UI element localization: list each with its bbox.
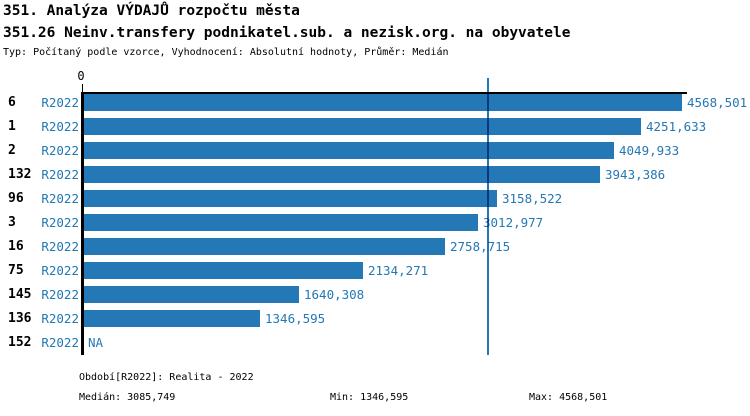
footer-max: Max: 4568,501: [529, 392, 608, 403]
row-period-label: R2022: [41, 191, 79, 206]
bar: [84, 166, 600, 183]
bar: [84, 310, 260, 327]
bar: [84, 190, 497, 207]
row-category-label: 3: [8, 215, 16, 230]
row-period-label: R2022: [41, 311, 79, 326]
row-period-label: R2022: [41, 215, 79, 230]
row-category-label: 132: [8, 167, 32, 182]
row-period-label: R2022: [41, 143, 79, 158]
page-title: 351. Analýza VÝDAJŮ rozpočtu města: [3, 3, 300, 19]
row-category-label: 145: [8, 287, 32, 302]
bar-value-label: 1346,595: [265, 311, 326, 326]
axis-origin-tick-mark: [82, 84, 83, 92]
row-category-label: 6: [8, 95, 16, 110]
row-period-label: R2022: [41, 119, 79, 134]
bar: [84, 286, 299, 303]
row-category-label: 2: [8, 143, 16, 158]
bar-value-label: 2134,271: [368, 263, 429, 278]
row-period-label: R2022: [41, 239, 79, 254]
row-category-label: 96: [8, 191, 24, 206]
row-category-label: 136: [8, 311, 32, 326]
bar-value-label: 4568,501: [687, 95, 748, 110]
bar: [84, 142, 614, 159]
y-axis-line: [81, 92, 84, 355]
bar-value-label: 1640,308: [304, 287, 365, 302]
footer-period: Období[R2022]: Realita - 2022: [79, 372, 254, 383]
bar: [84, 94, 682, 111]
row-category-label: 1: [8, 119, 16, 134]
median-line: [487, 78, 489, 355]
bar-value-label: 4049,933: [619, 143, 680, 158]
row-category-label: 16: [8, 239, 24, 254]
row-category-label: 75: [8, 263, 24, 278]
footer-min: Min: 1346,595: [330, 392, 409, 403]
row-period-label: R2022: [41, 95, 79, 110]
bar-value-label: 3943,386: [605, 167, 666, 182]
bar-value-label: 4251,633: [646, 119, 707, 134]
bar: [84, 238, 445, 255]
axis-origin-tick-label: 0: [77, 69, 85, 83]
bar-value-label: 2758,715: [450, 239, 511, 254]
bar-value-label: 3012,977: [483, 215, 544, 230]
row-period-label: R2022: [41, 263, 79, 278]
bar: [84, 262, 363, 279]
bar: [84, 118, 641, 135]
row-period-label: R2022: [41, 167, 79, 182]
row-category-label: 152: [8, 335, 32, 350]
bar-value-label: NA: [88, 335, 104, 350]
chart-title: 351.26 Neinv.transfery podnikatel.sub. a…: [3, 25, 571, 41]
bar: [84, 214, 478, 231]
plot-top-border: [81, 92, 687, 94]
row-period-label: R2022: [41, 335, 79, 350]
footer-median: Medián: 3085,749: [79, 392, 176, 403]
row-period-label: R2022: [41, 287, 79, 302]
bar-value-label: 3158,522: [502, 191, 563, 206]
chart-subtitle: Typ: Počítaný podle vzorce, Vyhodnocení:…: [3, 47, 449, 58]
